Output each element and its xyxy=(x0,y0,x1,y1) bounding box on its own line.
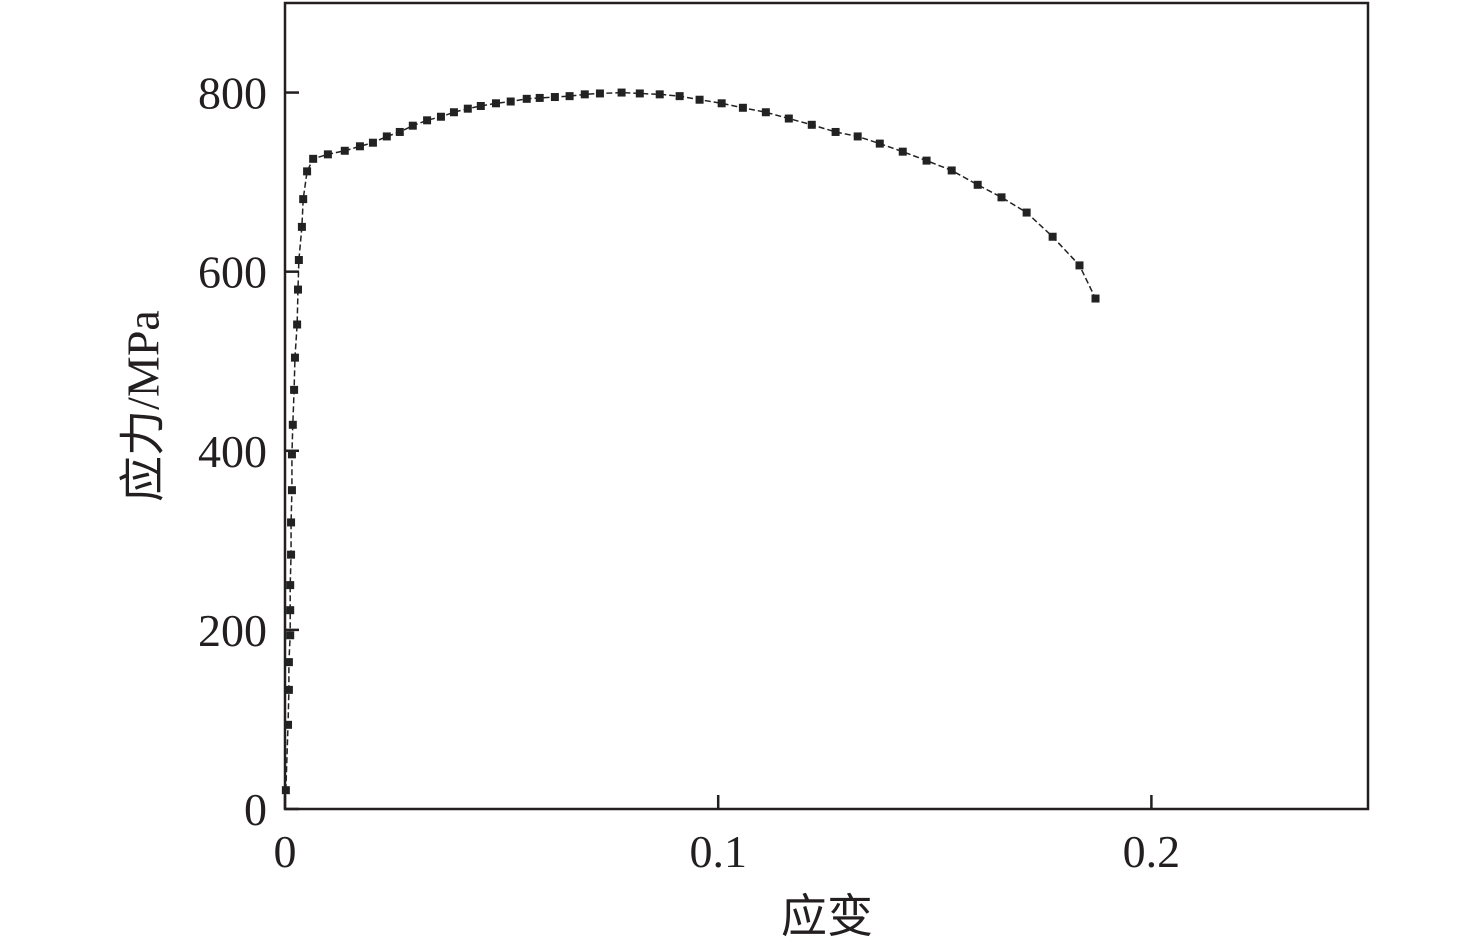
data-point xyxy=(423,116,432,125)
data-point xyxy=(580,90,589,99)
x-tick-label: 0.1 xyxy=(689,826,747,877)
data-point xyxy=(761,108,770,117)
data-point xyxy=(565,92,574,101)
data-point xyxy=(287,450,296,459)
data-point xyxy=(287,486,296,495)
data-point xyxy=(875,139,884,148)
data-point xyxy=(286,631,295,640)
data-point xyxy=(1075,261,1084,270)
data-point xyxy=(695,95,704,104)
data-point xyxy=(286,581,295,590)
plot-frame xyxy=(283,1,1370,811)
data-point xyxy=(286,606,295,615)
data-point xyxy=(997,193,1006,202)
data-point xyxy=(655,90,664,99)
y-tick-label: 0 xyxy=(244,784,267,835)
data-point xyxy=(463,104,472,113)
data-point xyxy=(449,108,458,117)
data-point xyxy=(355,142,364,151)
data-point xyxy=(898,147,907,156)
data-point xyxy=(807,120,816,129)
data-point xyxy=(284,658,293,667)
data-point xyxy=(550,93,559,102)
data-point xyxy=(784,114,793,123)
data-point xyxy=(340,146,349,155)
data-point xyxy=(293,320,302,329)
y-tick-label: 600 xyxy=(198,247,267,298)
data-point xyxy=(299,195,308,204)
data-point xyxy=(922,156,931,165)
data-point xyxy=(436,112,445,121)
data-point xyxy=(973,180,982,189)
data-point xyxy=(284,685,293,694)
data-point xyxy=(382,132,391,141)
data-point xyxy=(617,88,626,97)
data-point xyxy=(408,121,417,130)
data-point xyxy=(294,256,303,265)
data-point xyxy=(395,127,404,136)
data-point xyxy=(522,94,531,103)
data-point xyxy=(491,99,500,108)
data-point xyxy=(1048,232,1057,241)
data-point xyxy=(288,420,297,429)
data-point xyxy=(290,353,299,362)
y-tick-label: 800 xyxy=(198,68,267,119)
data-point xyxy=(297,222,306,231)
data-point xyxy=(853,132,862,141)
y-tick-label: 200 xyxy=(198,605,267,656)
data-point xyxy=(535,93,544,102)
data-point xyxy=(1022,208,1031,217)
x-axis-label: 应变 xyxy=(781,891,873,942)
data-line xyxy=(285,91,1097,791)
data-point xyxy=(284,720,293,729)
y-axis-label: 应力/MPa xyxy=(118,310,169,502)
data-point xyxy=(831,127,840,136)
data-point xyxy=(303,167,312,176)
data-point xyxy=(290,385,299,394)
data-point xyxy=(675,92,684,101)
data-point xyxy=(635,89,644,98)
data-point xyxy=(293,285,302,294)
data-point xyxy=(323,150,332,159)
data-point xyxy=(281,786,290,795)
data-point xyxy=(1091,294,1100,303)
data-point xyxy=(595,89,604,98)
data-point xyxy=(717,99,726,108)
y-tick-label: 400 xyxy=(198,426,267,477)
data-point xyxy=(738,103,747,112)
data-point xyxy=(368,138,377,147)
data-point xyxy=(309,154,318,163)
data-point xyxy=(287,550,296,559)
data-point xyxy=(476,101,485,110)
data-point xyxy=(287,518,296,527)
x-tick-label: 0 xyxy=(274,826,297,877)
x-tick-label: 0.2 xyxy=(1123,826,1181,877)
data-point xyxy=(506,97,515,106)
data-point xyxy=(947,166,956,175)
